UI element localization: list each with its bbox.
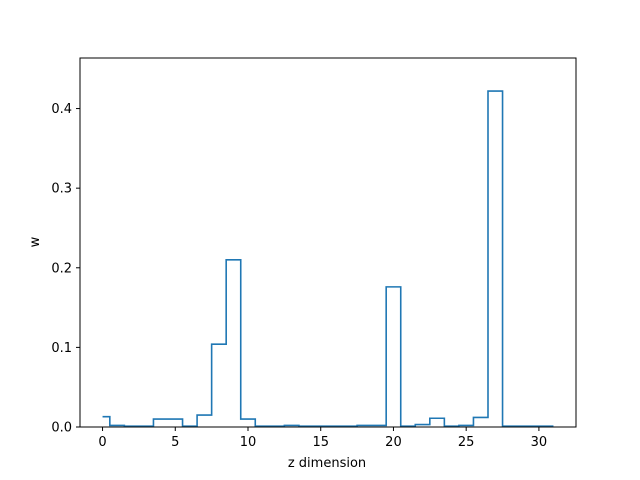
- x-tick-label: 0: [98, 435, 106, 450]
- x-tick-label: 5: [171, 435, 179, 450]
- axes-frame: [79, 57, 577, 428]
- plot-area: [102, 90, 554, 427]
- x-axis-label: z dimension: [288, 456, 366, 471]
- y-tick-label: 0.4: [51, 102, 72, 117]
- x-tick-label: 30: [531, 435, 548, 450]
- y-tick-label: 0.0: [51, 421, 72, 436]
- y-axis-ticks: 0.0 0.1 0.2 0.3 0.4: [51, 102, 80, 436]
- y-tick-label: 0.3: [51, 182, 72, 197]
- x-axis-ticks: 0 5 10 15 20 25 30: [98, 427, 547, 450]
- y-tick-label: 0.2: [51, 261, 72, 276]
- y-axis-label: w: [28, 236, 43, 247]
- x-tick-label: 20: [385, 435, 402, 450]
- y-tick-label: 0.1: [51, 341, 72, 356]
- x-tick-label: 25: [458, 435, 475, 450]
- series-step-line-0: [102, 90, 554, 427]
- x-tick-label: 10: [240, 435, 257, 450]
- x-tick-label: 15: [312, 435, 329, 450]
